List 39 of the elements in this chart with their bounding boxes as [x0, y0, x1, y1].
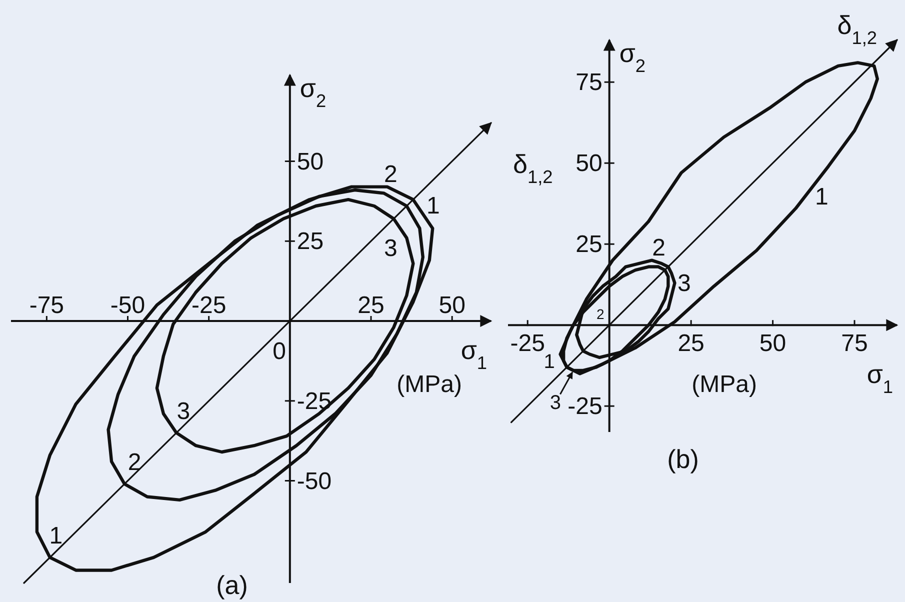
y-axis-title: σ$_{2}$: [619, 38, 646, 76]
y-tick-label: 25: [296, 228, 324, 255]
x-axis-title: σ$_{1}$: [866, 359, 893, 398]
series-label: 1: [814, 182, 828, 210]
x-tick-label: -75: [29, 292, 64, 320]
text: 1: [544, 351, 555, 374]
series-label: δ$_{1,2}$: [513, 148, 553, 187]
x-tick-label: 50: [759, 330, 786, 358]
x-tick-label: -25: [510, 330, 545, 358]
y-tick-label: 75: [576, 68, 602, 96]
annotation: 0: [272, 338, 286, 364]
y-tick-label: 50: [576, 150, 602, 177]
x-tick-label: 75: [841, 330, 868, 358]
y-tick-label: -25: [568, 392, 602, 420]
annotation: (MPa): [692, 370, 757, 398]
legend-label: 3: [550, 392, 561, 414]
y-tick-label: 50: [296, 148, 324, 175]
series-label: 3: [176, 397, 190, 424]
text: (b): [667, 444, 699, 474]
y-tick-label: 25: [576, 230, 602, 258]
x-tick-label: 25: [678, 330, 704, 358]
x-axis-title: σ$_{1}$: [460, 335, 487, 374]
y-axis-title: σ$_{2}$: [300, 73, 326, 111]
text: 2: [128, 448, 142, 476]
series-label: δ$_{1,2}$: [837, 10, 877, 48]
text: 2: [596, 306, 604, 322]
series-label: 2: [652, 234, 666, 261]
series-label: 1: [426, 192, 440, 220]
x-tick-label: 50: [438, 292, 466, 320]
series-label: 2: [384, 160, 398, 188]
text: (a): [216, 570, 248, 600]
y-tick-label: -50: [296, 467, 332, 494]
text: 3: [384, 234, 398, 262]
x-tick-label: -25: [191, 292, 226, 320]
text: 1: [49, 522, 63, 549]
x-tick-label: 25: [358, 292, 384, 320]
x-tick-label: -50: [110, 292, 146, 320]
annotation: (MPa): [396, 370, 462, 398]
text: 3: [677, 270, 691, 297]
